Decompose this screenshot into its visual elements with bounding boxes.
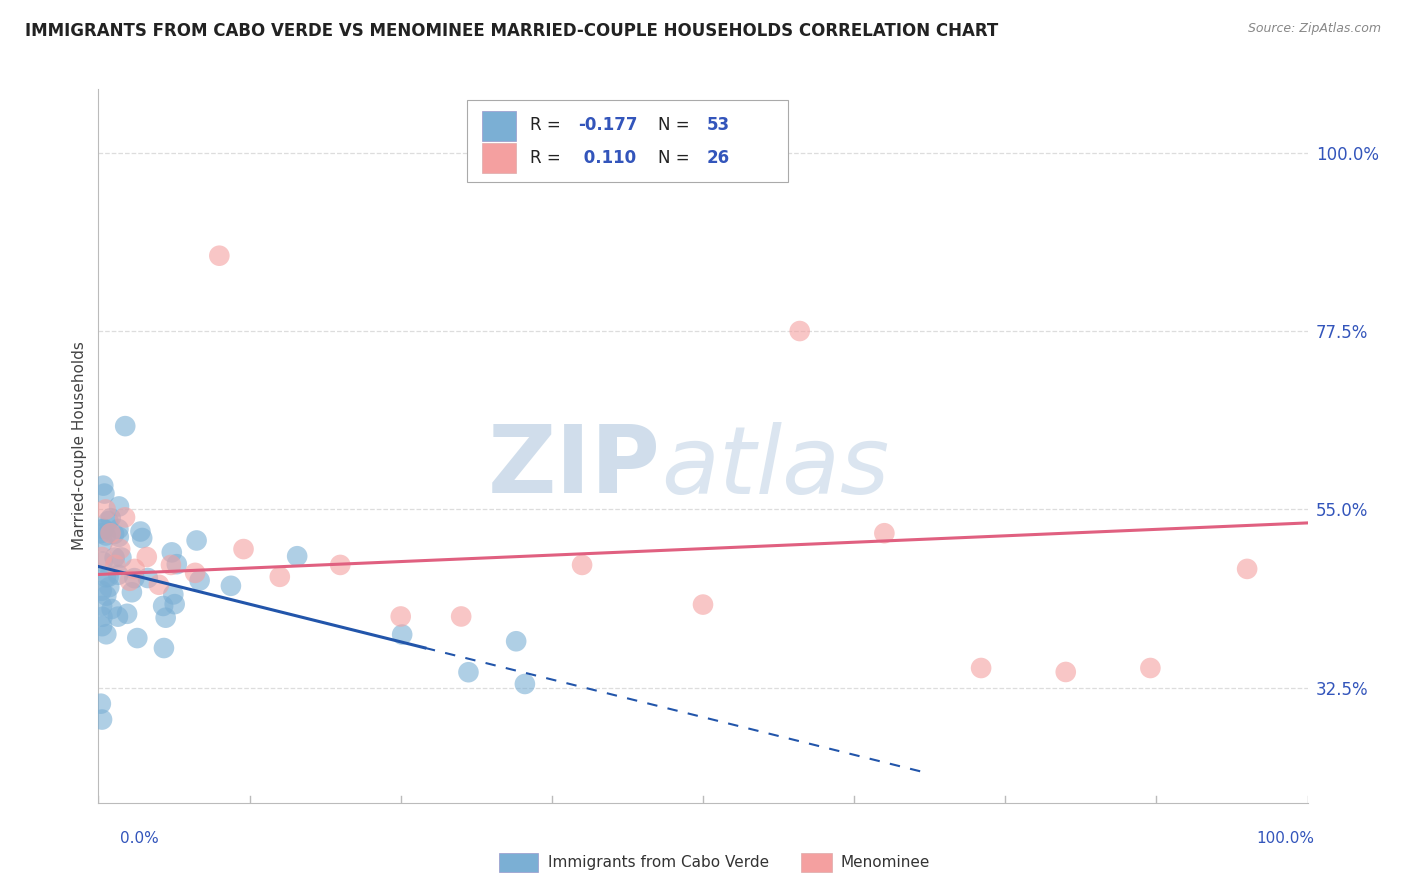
Point <box>91 535 114 549</box>
Point <box>121 585 143 599</box>
Point <box>93 522 115 536</box>
Point <box>162 587 184 601</box>
Bar <box>482 111 516 141</box>
Point <box>98 580 121 594</box>
Point <box>100 526 122 541</box>
Point <box>184 566 207 580</box>
Point <box>571 558 593 572</box>
Point <box>108 500 131 514</box>
Point <box>108 542 131 557</box>
Point <box>269 570 291 584</box>
Point <box>391 627 413 641</box>
Text: IMMIGRANTS FROM CABO VERDE VS MENOMINEE MARRIED-COUPLE HOUSEHOLDS CORRELATION CH: IMMIGRANTS FROM CABO VERDE VS MENOMINEE … <box>25 22 998 40</box>
Point <box>114 419 136 434</box>
Point <box>160 558 183 572</box>
Point <box>135 549 157 564</box>
Point <box>505 634 527 648</box>
Point <box>91 713 114 727</box>
Point <box>90 526 112 541</box>
Point <box>97 514 120 528</box>
Point <box>94 502 117 516</box>
Point <box>91 478 114 492</box>
Point <box>115 607 138 621</box>
Text: atlas: atlas <box>661 422 889 513</box>
Point <box>91 599 114 613</box>
Point <box>163 597 186 611</box>
Text: 100.0%: 100.0% <box>1257 831 1315 846</box>
Point <box>148 578 170 592</box>
Point <box>1139 661 1161 675</box>
Point <box>513 677 536 691</box>
Text: -0.177: -0.177 <box>578 116 638 134</box>
Point <box>110 550 132 565</box>
Point <box>107 530 129 544</box>
Point <box>219 579 242 593</box>
Text: 0.0%: 0.0% <box>120 831 159 846</box>
Point <box>100 511 122 525</box>
Point <box>100 602 122 616</box>
Point <box>103 527 125 541</box>
Text: 26: 26 <box>707 150 730 168</box>
Text: ZIP: ZIP <box>488 421 661 514</box>
Point <box>104 550 127 565</box>
Point <box>188 574 211 588</box>
Text: Source: ZipAtlas.com: Source: ZipAtlas.com <box>1247 22 1381 36</box>
Point <box>124 562 146 576</box>
Point <box>96 627 118 641</box>
Point <box>285 549 308 564</box>
Point <box>136 571 159 585</box>
Point <box>124 571 146 585</box>
Point <box>91 522 114 536</box>
Point <box>94 570 117 584</box>
Point <box>232 542 254 557</box>
Point <box>1054 665 1077 679</box>
FancyBboxPatch shape <box>467 100 787 182</box>
Point <box>389 609 412 624</box>
Point <box>131 531 153 545</box>
Point <box>329 558 352 572</box>
Text: 53: 53 <box>707 116 730 134</box>
Point <box>186 533 208 548</box>
Point <box>90 583 112 598</box>
Point <box>97 570 120 584</box>
Point <box>970 661 993 675</box>
Text: Immigrants from Cabo Verde: Immigrants from Cabo Verde <box>548 855 769 870</box>
Point <box>166 557 188 571</box>
Point <box>107 522 129 536</box>
Point <box>94 528 117 542</box>
Point <box>104 558 127 572</box>
Point <box>692 598 714 612</box>
Point <box>91 610 114 624</box>
Point <box>789 324 811 338</box>
Point <box>457 665 479 680</box>
Bar <box>482 144 516 173</box>
Point <box>208 249 231 263</box>
Text: 0.110: 0.110 <box>578 150 637 168</box>
Point <box>153 641 176 656</box>
Point <box>160 545 183 559</box>
Point <box>91 555 114 569</box>
Point <box>107 567 129 582</box>
Point <box>127 631 149 645</box>
Y-axis label: Married-couple Households: Married-couple Households <box>72 342 87 550</box>
Point <box>1236 562 1258 576</box>
Text: R =: R = <box>530 150 567 168</box>
Point <box>91 619 114 633</box>
Point <box>129 524 152 539</box>
Point <box>91 549 114 564</box>
Point <box>450 609 472 624</box>
Point <box>114 510 136 524</box>
Point <box>96 589 118 603</box>
Text: N =: N = <box>658 150 695 168</box>
Text: R =: R = <box>530 116 567 134</box>
Point <box>90 697 112 711</box>
Point <box>93 486 115 500</box>
Point <box>873 526 896 541</box>
Text: N =: N = <box>658 116 695 134</box>
Point <box>107 609 129 624</box>
Point <box>155 610 177 624</box>
Point <box>152 599 174 613</box>
Point <box>118 574 141 588</box>
Text: Menominee: Menominee <box>841 855 931 870</box>
